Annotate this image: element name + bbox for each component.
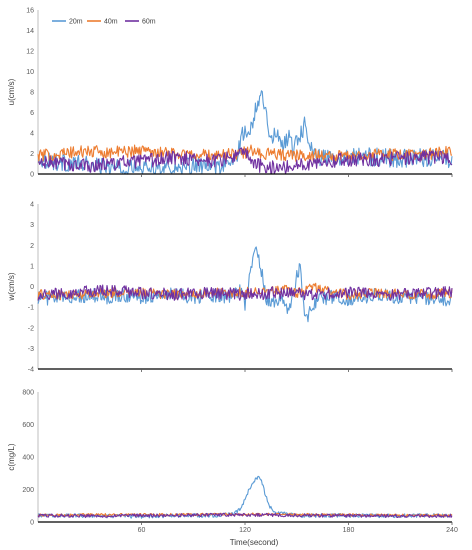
y-tick-label: 0 [30, 520, 34, 527]
panel-u-velocity: 0 2 4 6 8 10 12 14 16 u(cm/s) [7, 8, 453, 179]
y-axis-label: w(cm/s) [7, 272, 16, 301]
y-tick-label: 0 [30, 284, 34, 291]
series-line-60m [37, 512, 453, 518]
y-tick-label: 0 [30, 172, 34, 179]
y-tick-label: 12 [26, 49, 34, 56]
y-tick-label: 800 [22, 390, 34, 397]
y-tick-label: 6 [30, 110, 34, 117]
y-tick-label: -1 [28, 305, 34, 312]
y-tick-label: 3 [30, 222, 34, 229]
y-tick-label: 10 [26, 69, 34, 76]
y-tick-label: 2 [30, 243, 34, 250]
y-axis-label: u(cm/s) [7, 78, 16, 105]
x-tick-label: 60 [138, 527, 146, 534]
y-tick-label: 8 [30, 90, 34, 97]
y-tick-label: 400 [22, 455, 34, 462]
x-tick-label: 180 [343, 527, 355, 534]
y-tick-label: 600 [22, 422, 34, 429]
y-tick-label: 16 [26, 8, 34, 15]
series-line-20m [37, 475, 453, 519]
legend-label-20m: 20m [69, 19, 83, 26]
legend-label-40m: 40m [104, 19, 118, 26]
y-tick-label: -2 [28, 325, 34, 332]
y-tick-label: 1 [30, 263, 34, 270]
series-line-20m [37, 246, 453, 323]
y-tick-label: -4 [28, 367, 34, 374]
x-tick-label: 240 [446, 527, 458, 534]
legend-label-60m: 60m [142, 19, 156, 26]
y-axis-label: c(mg/L) [7, 443, 16, 470]
series-line-60m [37, 284, 453, 301]
y-tick-label: 2 [30, 151, 34, 158]
legend: 20m 40m 60m [52, 19, 156, 26]
x-axis-label: Time(second) [230, 538, 279, 547]
y-tick-label: 200 [22, 487, 34, 494]
x-tick-label: 120 [239, 527, 251, 534]
panel-concentration: 0 200 400 600 800 c(mg/L) 60 120 180 240 [7, 390, 458, 535]
y-tick-label: -3 [28, 346, 34, 353]
y-tick-label: 4 [30, 131, 34, 138]
y-tick-label: 4 [30, 202, 34, 209]
panel-w-velocity: -4 -3 -2 -1 0 1 2 3 4 w(cm/s) [7, 202, 453, 374]
series-line-60m [37, 147, 453, 175]
y-tick-label: 14 [26, 28, 34, 35]
